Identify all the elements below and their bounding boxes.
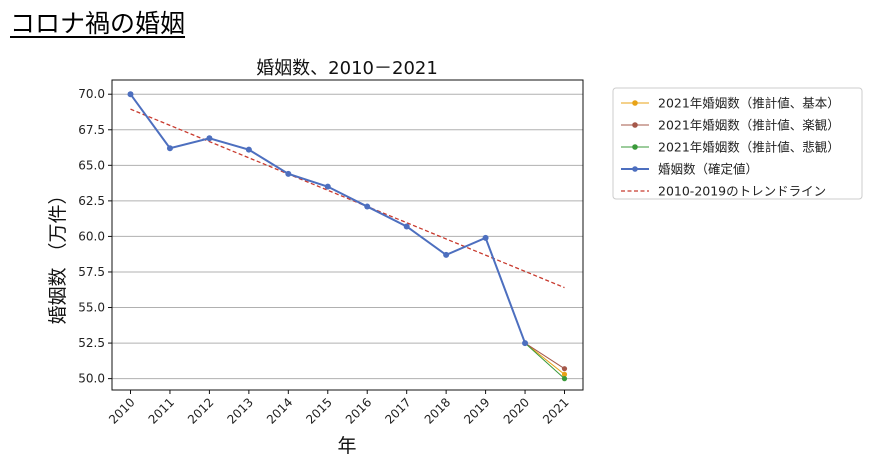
legend-entry-label: 婚姻数（確定値） (658, 162, 758, 177)
y-tick-label: 52.5 (78, 336, 105, 350)
legend-box (612, 87, 863, 200)
x-tick-label: 2011 (146, 395, 177, 426)
data-point (166, 145, 173, 152)
legend-marker (632, 122, 638, 128)
series-line-1 (524, 342, 565, 370)
x-tick-label: 2013 (224, 395, 255, 426)
chart-title: 婚姻数、2010－2021 (256, 58, 438, 79)
x-tick-label: 2019 (461, 395, 492, 426)
data-point (364, 203, 371, 210)
data-point (522, 340, 529, 347)
x-tick-label: 2010 (106, 395, 137, 426)
legend-entry-label: 2021年婚姻数（推計値、基本） (658, 96, 840, 111)
series-line-0 (524, 342, 565, 375)
data-point (561, 371, 568, 377)
series-line-trend (130, 108, 565, 289)
data-point (206, 135, 213, 142)
legend: 2021年婚姻数（推計値、基本） 2021年婚姻数（推計値、楽観） 2021年婚姻数… (612, 87, 863, 200)
data-point (127, 91, 134, 98)
data-point (443, 251, 450, 258)
x-tick-label: 2021 (540, 395, 571, 426)
x-axis-ticks: 2010 2011 2012 2013 2014 2015 2016 2017 2018 2019… (106, 390, 572, 427)
series-line-3 (129, 93, 526, 344)
y-tick-label: 62.5 (78, 194, 105, 208)
x-tick-label: 2020 (501, 395, 532, 426)
plot-frame (111, 79, 584, 391)
y-tick-label: 70.0 (78, 87, 105, 101)
x-tick-label: 2018 (422, 395, 453, 426)
data-point (285, 170, 292, 177)
x-tick-label: 2012 (185, 395, 216, 426)
data-point (245, 146, 252, 153)
series-lines (127, 91, 568, 382)
legend-entry-label: 2021年婚姻数（推計値、楽観） (658, 118, 840, 133)
x-tick-label: 2016 (343, 395, 374, 426)
x-tick-label: 2015 (303, 395, 334, 426)
page-title: コロナ禍の婚姻 (10, 9, 186, 38)
series-line-2 (524, 342, 565, 379)
x-axis-label: 年 (337, 435, 356, 457)
data-point (403, 223, 410, 230)
y-tick-label: 55.0 (78, 301, 105, 315)
y-tick-label: 60.0 (78, 229, 105, 243)
legend-marker (632, 144, 638, 150)
data-point (561, 376, 568, 382)
x-tick-label: 2014 (264, 395, 295, 426)
y-tick-label: 50.0 (78, 372, 105, 386)
legend-entry-label: 2010-2019のトレンドライン (658, 184, 826, 199)
legend-marker (632, 166, 638, 172)
data-point (561, 366, 568, 372)
legend-entry-label: 2021年婚姻数（推計値、悲観） (658, 140, 840, 155)
y-tick-label: 57.5 (78, 265, 105, 279)
y-axis-ticks: 50.0 52.5 55.0 57.5 60.0 62.5 65.0 67.5 70.0 (78, 87, 112, 386)
y-tick-label: 67.5 (78, 123, 105, 137)
y-tick-label: 65.0 (78, 158, 105, 172)
data-point (324, 183, 331, 190)
y-axis-label: 婚姻数 （万件） (47, 185, 69, 324)
legend-marker (632, 100, 638, 106)
grid-lines (112, 93, 583, 380)
data-point (482, 234, 489, 241)
x-tick-label: 2017 (382, 395, 413, 426)
